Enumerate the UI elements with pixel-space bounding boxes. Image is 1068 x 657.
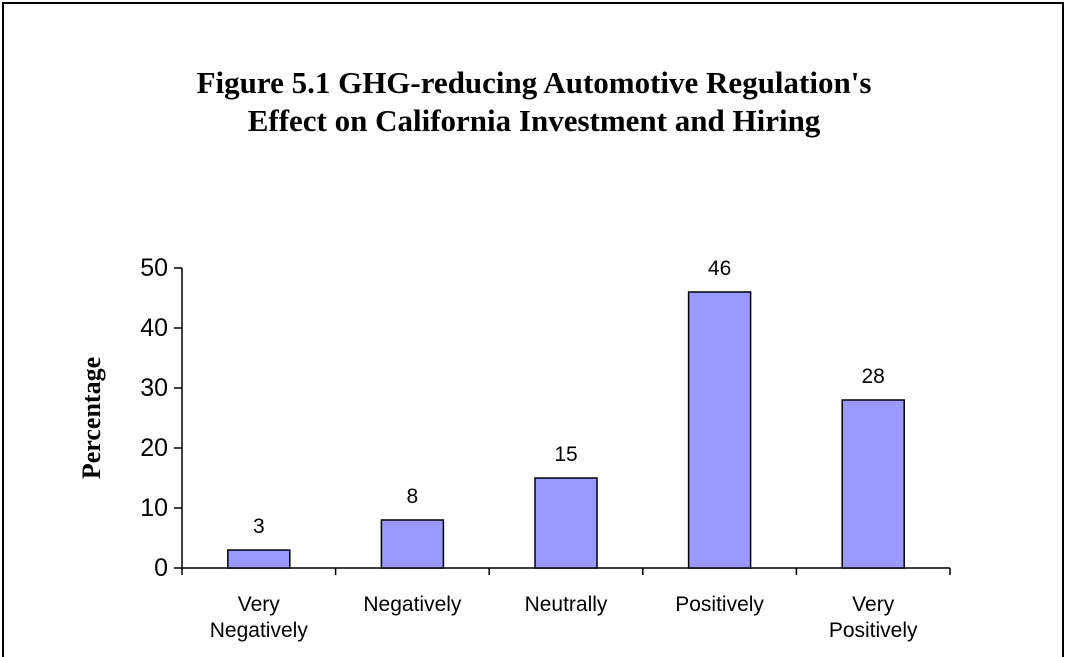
y-tick-label: 10	[140, 494, 168, 522]
bar	[380, 519, 445, 569]
chart-title: Figure 5.1 GHG-reducing Automotive Regul…	[196, 65, 872, 138]
bar	[534, 477, 598, 569]
data-label: 15	[554, 443, 578, 466]
y-tick-label: 0	[154, 554, 168, 582]
y-tick-label: 20	[140, 434, 168, 462]
bar	[687, 291, 752, 569]
data-label: 46	[707, 257, 732, 280]
x-tick-label: Very Negatively	[209, 593, 308, 642]
y-tick-label: 30	[140, 374, 168, 402]
y-tick-label: 40	[140, 314, 168, 342]
data-label: 3	[252, 515, 265, 538]
x-tick-label: Very Positively	[828, 593, 918, 642]
x-tick-label: Neutrally	[524, 593, 608, 616]
x-tick-label: Positively	[675, 593, 764, 616]
y-tick-label: 50	[140, 254, 168, 282]
bar	[841, 399, 905, 569]
data-label: 8	[406, 485, 419, 508]
bar	[227, 549, 291, 569]
data-label: 28	[861, 365, 885, 388]
x-tick-label: Negatively	[363, 593, 462, 616]
